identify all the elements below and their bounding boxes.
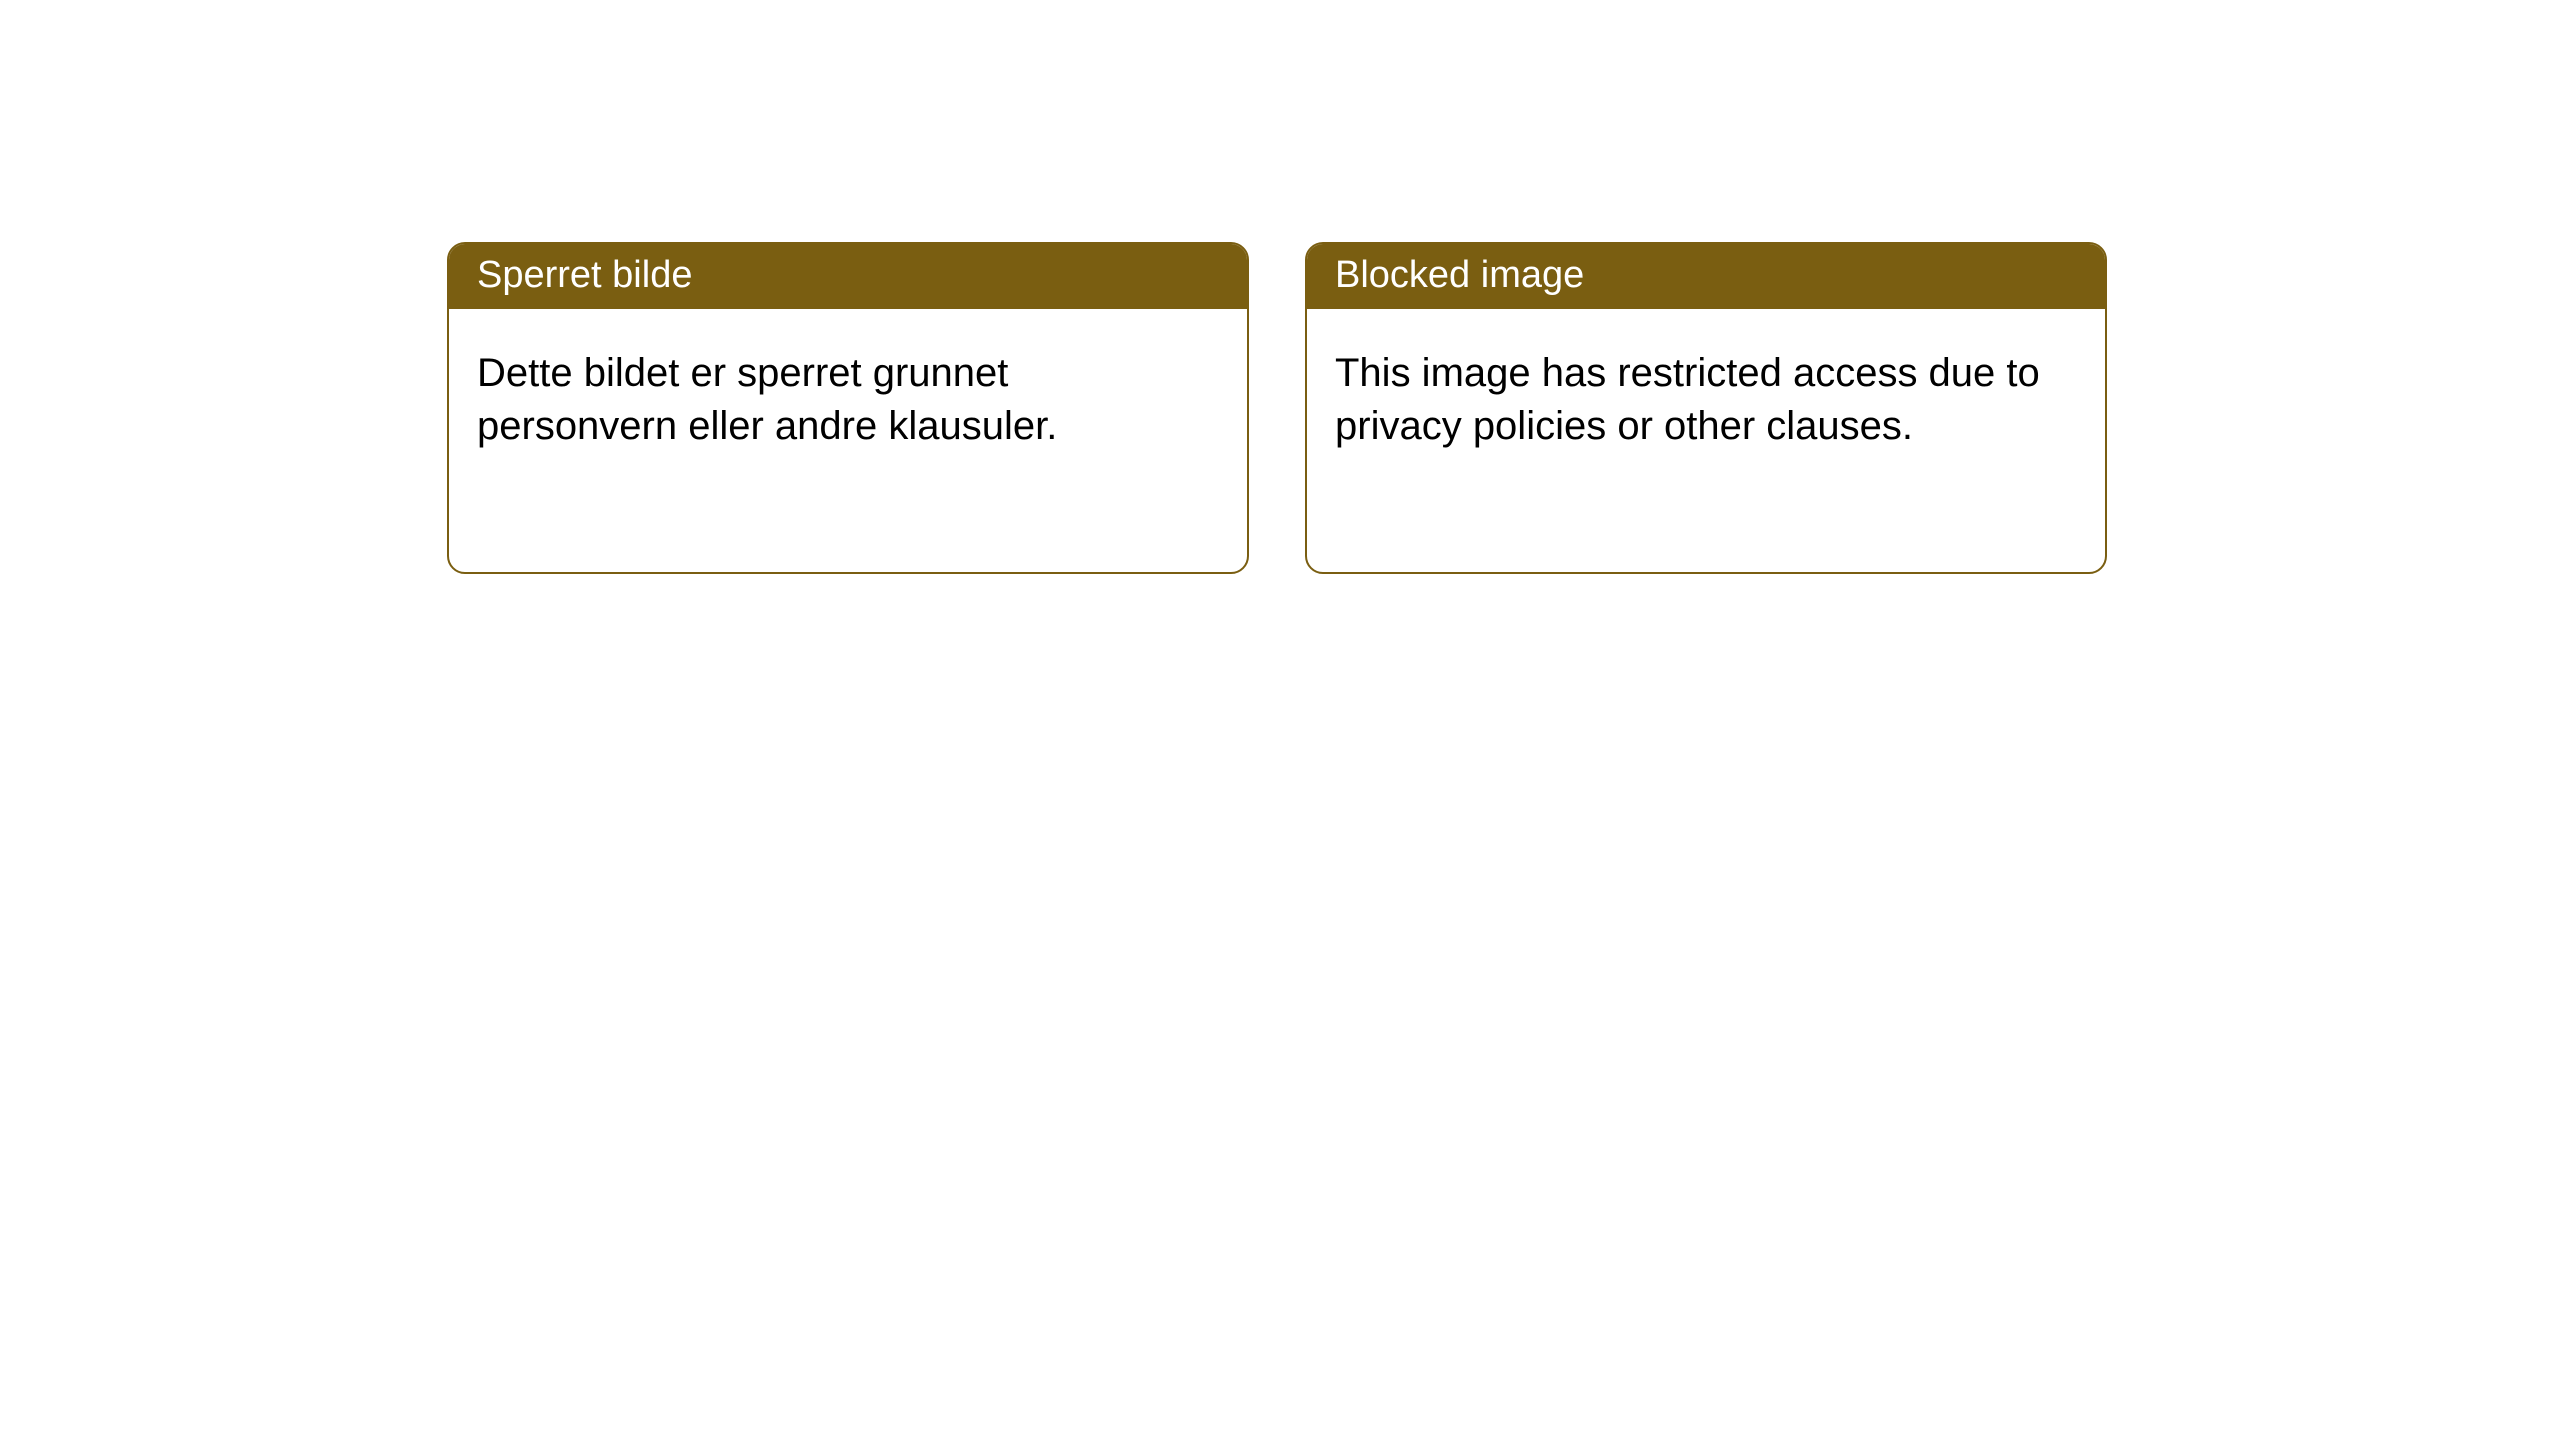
- blocked-image-card-norwegian: Sperret bilde Dette bildet er sperret gr…: [447, 242, 1249, 574]
- card-message-english: This image has restricted access due to …: [1335, 351, 2040, 448]
- card-header-norwegian: Sperret bilde: [449, 244, 1247, 309]
- card-message-norwegian: Dette bildet er sperret grunnet personve…: [477, 351, 1057, 448]
- blocked-image-card-english: Blocked image This image has restricted …: [1305, 242, 2107, 574]
- card-title-english: Blocked image: [1335, 254, 1584, 296]
- card-body-norwegian: Dette bildet er sperret grunnet personve…: [449, 309, 1247, 481]
- notice-container: Sperret bilde Dette bildet er sperret gr…: [0, 0, 2560, 574]
- card-body-english: This image has restricted access due to …: [1307, 309, 2105, 481]
- card-header-english: Blocked image: [1307, 244, 2105, 309]
- card-title-norwegian: Sperret bilde: [477, 254, 692, 296]
